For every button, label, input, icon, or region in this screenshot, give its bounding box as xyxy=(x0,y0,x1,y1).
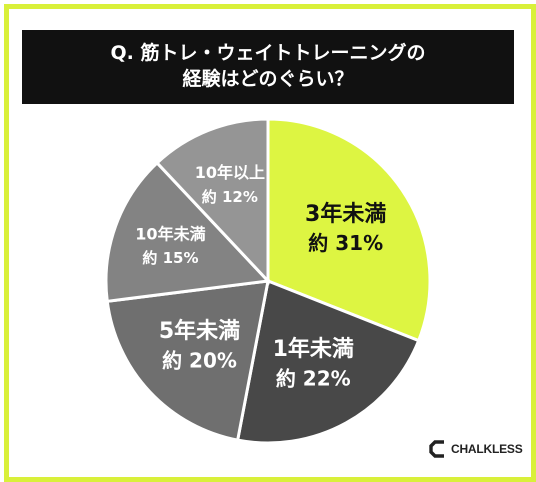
brand-logo: CHALKLESS xyxy=(428,438,523,460)
chart-title-line-1: Q. 筋トレ・ウェイトトレーニングの xyxy=(110,42,426,64)
chalkless-logo-icon xyxy=(429,440,444,458)
chart-title-line-2: 経験はどのぐらい？ xyxy=(182,68,354,90)
slice-label-3: 5年未満 xyxy=(159,318,240,344)
slice-label-2: 1年未満 xyxy=(273,336,354,362)
slice-value-4: 約 15% xyxy=(142,249,198,267)
slice-value-2: 約 22% xyxy=(276,366,351,390)
pie-slice-4 xyxy=(104,160,272,303)
pie-slices xyxy=(104,117,432,445)
brand-name: CHALKLESS xyxy=(451,442,523,456)
pie-slice-1 xyxy=(266,117,432,343)
slice-value-3: 約 20% xyxy=(162,348,237,372)
pie-slice-3 xyxy=(105,279,270,442)
pie-slice-2 xyxy=(235,278,421,445)
slice-label-5: 10年以上 xyxy=(195,163,265,182)
slice-label-1: 3年未満 xyxy=(305,201,386,227)
pie-slice-5 xyxy=(154,117,270,285)
chart-title-bar: Q. 筋トレ・ウェイトトレーニングの 経験はどのぐらい？ xyxy=(22,30,514,104)
slice-value-1: 約 31% xyxy=(308,231,383,255)
slice-value-5: 約 12% xyxy=(202,188,258,206)
slice-label-4: 10年未満 xyxy=(135,224,205,243)
